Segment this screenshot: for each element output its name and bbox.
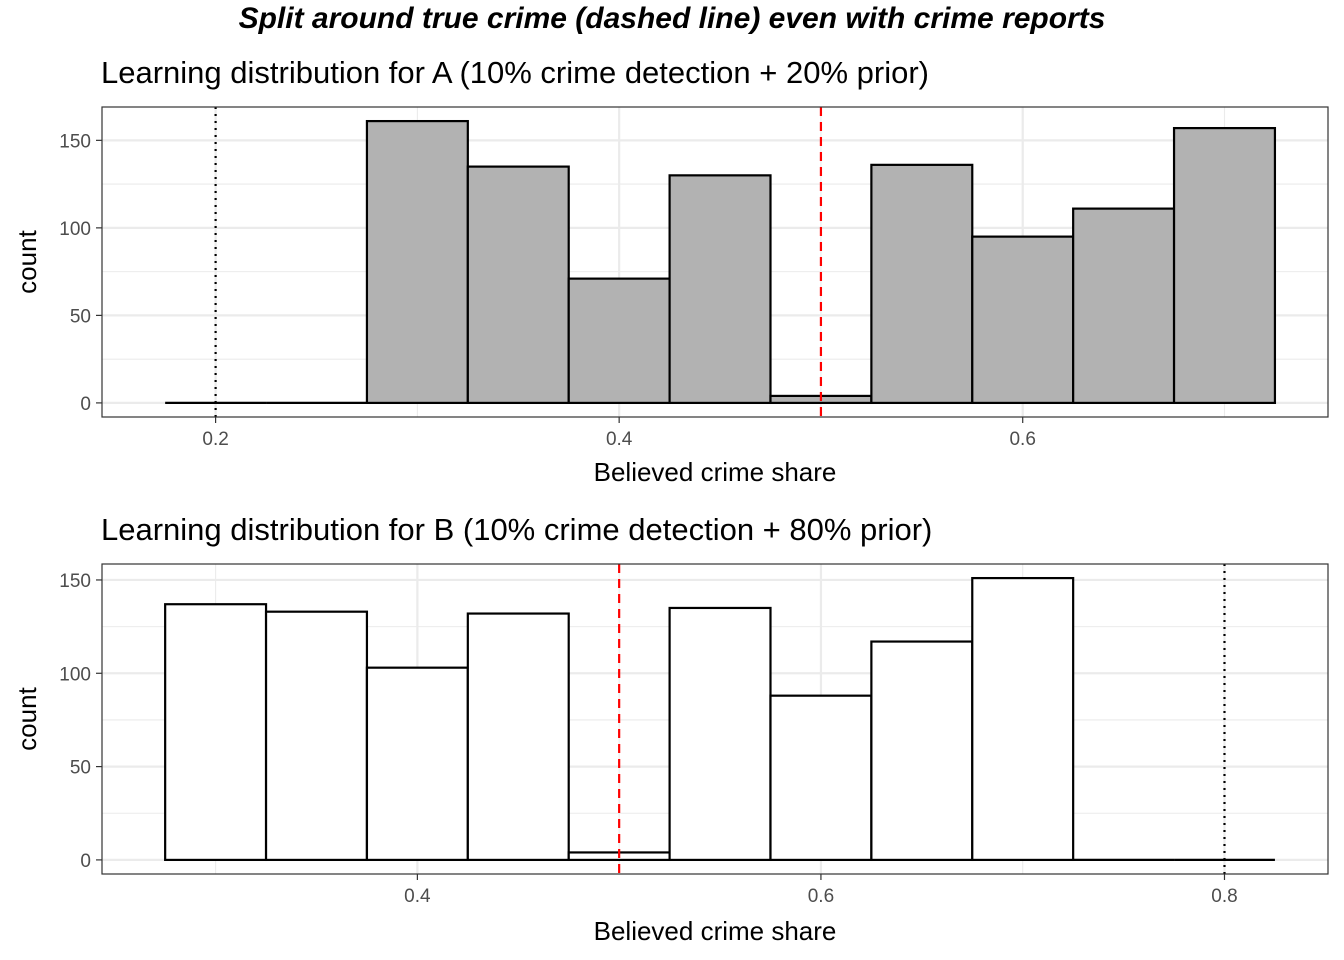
y-tick-label: 150 [59,571,91,592]
histogram-bar-7 [870,163,974,405]
y-axis-title: count [12,686,42,750]
histogram-bar-1 [264,610,369,862]
panel-border [101,563,1329,875]
x-tick-label: 0.4 [404,886,431,907]
histogram-bar-8 [971,576,1075,862]
histogram-bar-0 [164,603,268,862]
histogram-bar-9 [1072,207,1176,405]
histogram-bar-10 [1172,126,1277,405]
histogram-bar-4 [567,277,671,405]
panel-border [101,106,1329,418]
x-tick-label: 0.6 [808,886,834,907]
y-tick-label: 50 [70,306,91,327]
histogram-bar-5 [668,174,772,405]
histogram-bar-6 [769,694,873,862]
panel-a: 0.2 0.4 0.6 0 50 100 150 Believed crime share co… [12,106,1329,487]
figure-title: Split around true crime (dashed line) ev… [238,2,1106,35]
y-tick-label: 0 [80,851,91,872]
y-tick-label: 100 [59,219,91,240]
y-tick-label: 0 [80,394,91,415]
y-tick-label: 100 [59,664,91,685]
y-tick-label: 50 [70,758,91,779]
y-axis-title: count [12,229,42,293]
panel-b-title: Learning distribution for B (10% crime d… [101,512,933,547]
histogram-bar-7 [870,640,974,862]
histogram-bar-5 [668,606,772,862]
histogram-bar-2 [365,666,469,862]
histogram-bar-2 [365,119,469,405]
x-axis-title: Believed crime share [594,457,837,487]
histogram-bar-3 [466,165,570,405]
x-tick-label: 0.4 [606,429,633,450]
y-tick-label: 150 [59,131,91,152]
panel-b: 0.4 0.6 0.8 0 50 100 150 Believed crime share co… [12,563,1329,946]
histogram-bar-3 [466,612,570,862]
x-tick-label: 0.6 [1009,429,1035,450]
x-tick-label: 0.8 [1211,886,1237,907]
x-axis-title: Believed crime share [594,916,837,946]
x-tick-label: 0.2 [202,429,228,450]
panel-a-title: Learning distribution for A (10% crime d… [101,55,929,90]
histogram-bar-8 [971,235,1075,405]
